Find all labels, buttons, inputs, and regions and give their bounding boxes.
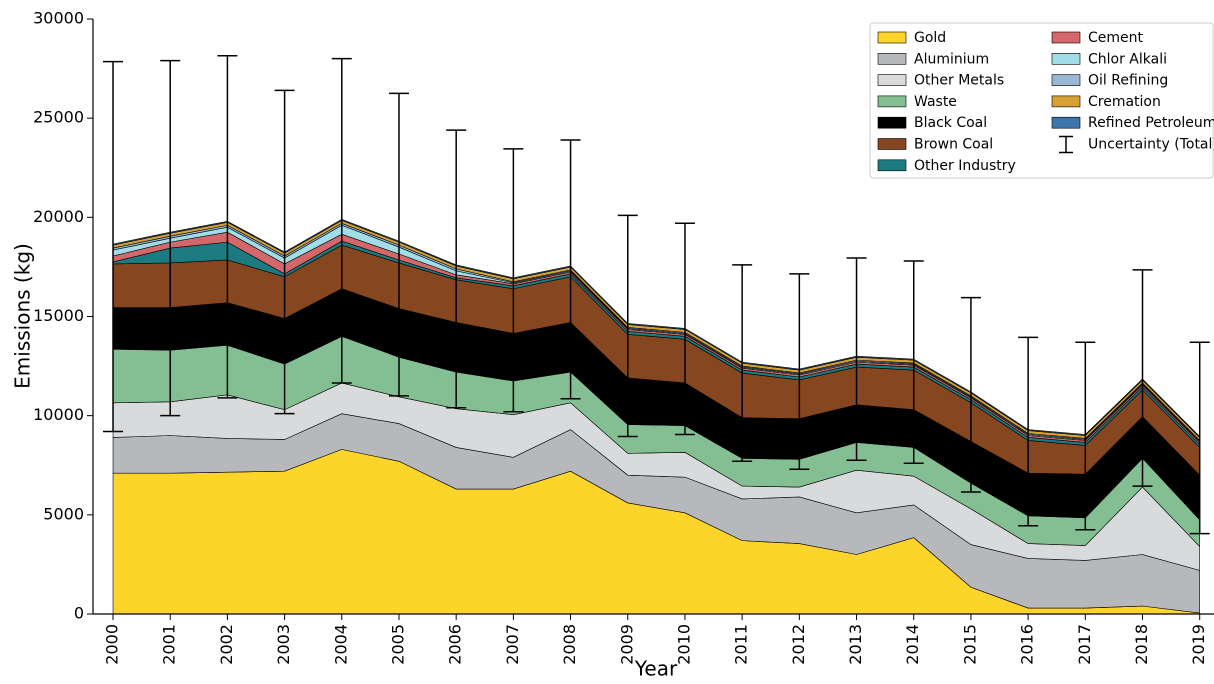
error-bar xyxy=(331,57,352,384)
error-bar xyxy=(960,296,981,493)
x-tick-label: 2011 xyxy=(732,624,751,665)
legend-label: Waste xyxy=(914,94,957,110)
legend-label: Oil Refining xyxy=(1088,73,1168,89)
legend-label: Brown Coal xyxy=(914,137,993,153)
legend-label: Aluminium xyxy=(914,51,989,67)
x-tick-label: 2015 xyxy=(960,624,979,665)
error-bar xyxy=(446,129,467,409)
legend-box xyxy=(869,22,1214,179)
x-tick-label: 2003 xyxy=(274,624,293,665)
error-bar xyxy=(1132,269,1153,487)
x-tick-label: 2002 xyxy=(217,624,236,665)
y-tick-label: 30000 xyxy=(33,9,84,28)
error-bar xyxy=(617,214,638,438)
error-bar xyxy=(274,89,295,415)
legend-swatch xyxy=(1051,95,1081,108)
x-tick-label: 2000 xyxy=(103,624,122,665)
x-tick-label: 2005 xyxy=(388,624,407,665)
x-tick-label: 2017 xyxy=(1075,624,1094,665)
error-bar xyxy=(1018,336,1039,527)
legend-label: Other Metals xyxy=(914,73,1004,89)
error-bar xyxy=(732,264,753,463)
error-bar xyxy=(217,54,238,399)
legend-swatch xyxy=(877,31,907,44)
legend-swatch xyxy=(1051,31,1081,44)
x-tick-label: 2010 xyxy=(674,624,693,665)
x-tick-label: 2018 xyxy=(1132,624,1151,665)
x-tick-label: 2019 xyxy=(1189,624,1208,665)
legend-label: Cremation xyxy=(1088,94,1161,110)
error-bar xyxy=(846,257,867,462)
x-tick-label: 2014 xyxy=(903,624,922,665)
x-tick-label: 2006 xyxy=(446,624,465,665)
legend-label: Cement xyxy=(1088,30,1144,46)
y-tick-label: 15000 xyxy=(33,306,84,325)
x-tick-label: 2012 xyxy=(789,624,808,665)
error-bar xyxy=(103,60,124,433)
x-tick-label: 2008 xyxy=(560,624,579,665)
legend-label: Gold xyxy=(914,30,946,46)
y-tick-label: 25000 xyxy=(33,108,84,127)
error-bar xyxy=(560,139,581,400)
legend-swatch xyxy=(1051,52,1081,65)
y-tick-label: 10000 xyxy=(33,405,84,424)
legend-swatch xyxy=(877,138,907,150)
y-tick-label: 20000 xyxy=(33,207,84,226)
error-bar xyxy=(903,260,924,465)
x-tick-label: 2007 xyxy=(503,624,522,665)
legend-swatch xyxy=(877,52,907,65)
legend-label: Refined Petroleum xyxy=(1088,115,1214,131)
legend-swatch xyxy=(1051,74,1081,86)
error-bar xyxy=(1189,341,1210,535)
legend-label: Black Coal xyxy=(914,115,987,131)
error-bar xyxy=(388,92,409,397)
legend-swatch xyxy=(1051,116,1081,129)
legend-swatch xyxy=(877,116,907,129)
y-tick-label: 0 xyxy=(74,604,84,623)
y-tick-label: 5000 xyxy=(43,504,84,523)
x-tick-label: 2004 xyxy=(331,624,350,665)
legend-swatch xyxy=(877,74,907,86)
x-tick-label: 2013 xyxy=(846,624,865,665)
y-axis-label: Emissions (kg) xyxy=(11,243,35,389)
error-bar xyxy=(503,148,524,413)
x-axis-label: Year xyxy=(634,657,678,681)
legend-label: Chlor Alkali xyxy=(1088,51,1167,67)
legend-label: Other Industry xyxy=(914,158,1016,174)
legend-swatch xyxy=(877,159,907,172)
x-tick-label: 2016 xyxy=(1018,624,1037,665)
legend-swatch xyxy=(877,95,907,108)
error-bar xyxy=(789,273,810,470)
x-tick-label: 2009 xyxy=(617,624,636,665)
error-bar xyxy=(160,59,181,417)
x-tick-label: 2001 xyxy=(160,624,179,665)
error-bar xyxy=(1075,341,1096,531)
legend-label: Uncertainty (Total) xyxy=(1088,137,1214,153)
error-bar xyxy=(674,222,695,436)
